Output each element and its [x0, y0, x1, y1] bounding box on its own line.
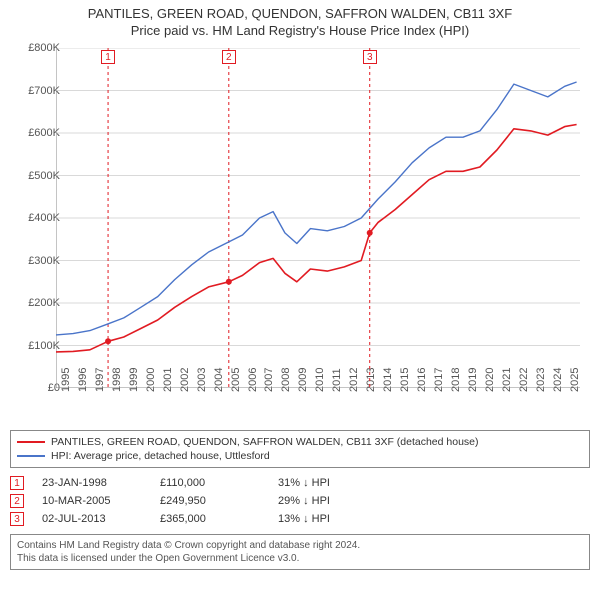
sales-date: 02-JUL-2013 — [42, 513, 142, 525]
sales-row-badge: 1 — [10, 476, 24, 490]
legend-row-hpi: HPI: Average price, detached house, Uttl… — [17, 449, 583, 463]
chart-title-block: PANTILES, GREEN ROAD, QUENDON, SAFFRON W… — [0, 0, 600, 40]
sales-price: £110,000 — [160, 477, 260, 489]
legend-swatch-property — [17, 441, 45, 443]
sale-marker-badge: 3 — [363, 50, 377, 64]
sales-table: 1 23-JAN-1998 £110,000 31% ↓ HPI 2 10-MAR-200… — [10, 474, 590, 528]
y-tick-label: £200K — [16, 297, 60, 309]
footer-line-1: Contains HM Land Registry data © Crown c… — [17, 539, 583, 552]
legend-swatch-hpi — [17, 455, 45, 457]
sales-delta: 31% ↓ HPI — [278, 477, 398, 489]
y-tick-label: £0 — [16, 382, 60, 394]
y-tick-label: £500K — [16, 170, 60, 182]
title-line-2: Price paid vs. HM Land Registry's House … — [8, 23, 592, 38]
legend-row-property: PANTILES, GREEN ROAD, QUENDON, SAFFRON W… — [17, 435, 583, 449]
sales-row: 1 23-JAN-1998 £110,000 31% ↓ HPI — [10, 474, 590, 492]
sales-price: £249,950 — [160, 495, 260, 507]
plot-area — [56, 48, 580, 388]
y-tick-label: £800K — [16, 42, 60, 54]
y-tick-label: £100K — [16, 340, 60, 352]
sales-row-badge: 3 — [10, 512, 24, 526]
sale-marker-badge: 1 — [101, 50, 115, 64]
title-line-1: PANTILES, GREEN ROAD, QUENDON, SAFFRON W… — [8, 6, 592, 21]
footer-line-2: This data is licensed under the Open Gov… — [17, 552, 583, 565]
y-tick-label: £600K — [16, 127, 60, 139]
chart-container: £0 £100K £200K £300K £400K £500K £600K £700K £80… — [10, 44, 590, 424]
sales-delta: 29% ↓ HPI — [278, 495, 398, 507]
y-tick-label: £300K — [16, 255, 60, 267]
legend-label-hpi: HPI: Average price, detached house, Uttl… — [51, 450, 270, 462]
sale-marker-badge: 2 — [222, 50, 236, 64]
sales-row: 3 02-JUL-2013 £365,000 13% ↓ HPI — [10, 510, 590, 528]
sales-price: £365,000 — [160, 513, 260, 525]
footer-box: Contains HM Land Registry data © Crown c… — [10, 534, 590, 570]
legend-label-property: PANTILES, GREEN ROAD, QUENDON, SAFFRON W… — [51, 436, 479, 448]
legend-box: PANTILES, GREEN ROAD, QUENDON, SAFFRON W… — [10, 430, 590, 468]
sales-row: 2 10-MAR-2005 £249,950 29% ↓ HPI — [10, 492, 590, 510]
sales-delta: 13% ↓ HPI — [278, 513, 398, 525]
sales-date: 23-JAN-1998 — [42, 477, 142, 489]
y-tick-label: £400K — [16, 212, 60, 224]
sales-date: 10-MAR-2005 — [42, 495, 142, 507]
y-tick-label: £700K — [16, 85, 60, 97]
sales-row-badge: 2 — [10, 494, 24, 508]
